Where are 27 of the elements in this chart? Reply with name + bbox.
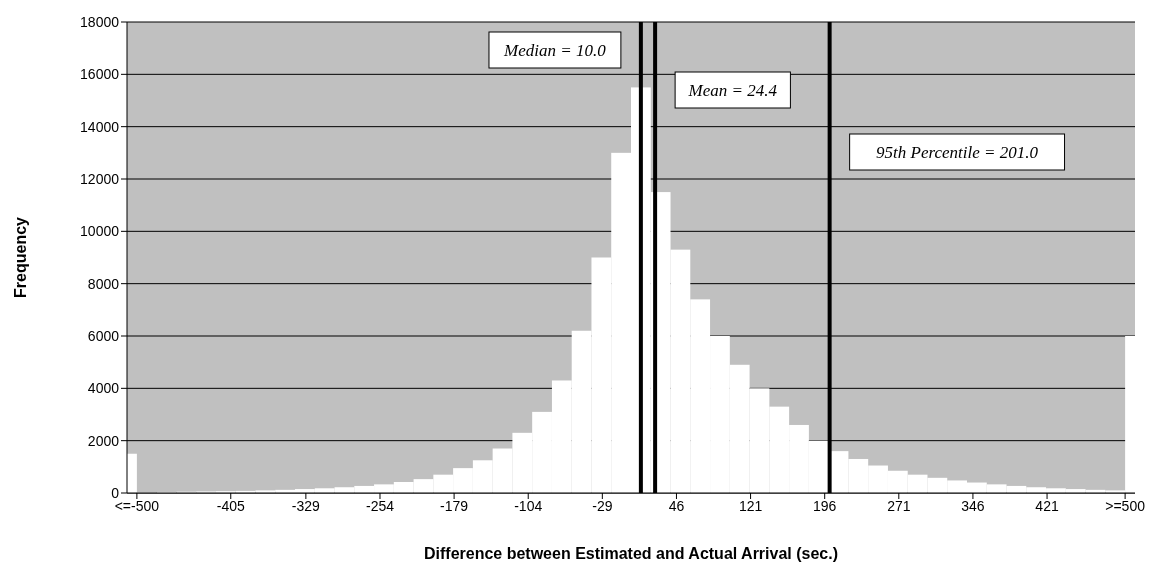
x-tick-label: 46 [668,497,685,514]
x-tick-label: -29 [592,497,613,514]
x-tick-label: -254 [365,497,395,514]
ref-line-label: Mean = 24.4 [687,81,778,100]
y-tick-label: 12000 [80,170,120,187]
y-tick-label: 4000 [87,380,120,397]
y-tick-label: 10000 [80,223,120,240]
y-axis-title: Frequency [11,216,29,298]
y-tick-label: 2000 [87,432,120,449]
y-tick-label: 14000 [80,118,120,135]
y-tick-label: 6000 [87,327,120,344]
x-tick-label: 196 [813,497,837,514]
y-tick-label: 8000 [87,275,120,292]
ref-line-label: 95th Percentile = 201.0 [876,143,1039,162]
y-tick-label: 18000 [80,13,120,30]
x-axis-title: Difference between Estimated and Actual Arrival (sec.) [423,545,839,562]
x-tick-label: 121 [738,497,763,514]
x-tick-label: 421 [1035,497,1059,514]
x-tick-label: -405 [216,497,245,514]
x-tick-label: -104 [514,497,543,514]
y-tick-label: 16000 [80,66,120,83]
x-tick-label: 271 [887,497,911,514]
x-tick-label: -179 [440,497,469,514]
ref-line-label: Median = 10.0 [503,41,607,60]
x-tick-label: >=500 [1105,497,1146,514]
x-tick-label: 346 [961,497,985,514]
x-tick-label: -329 [291,497,321,514]
